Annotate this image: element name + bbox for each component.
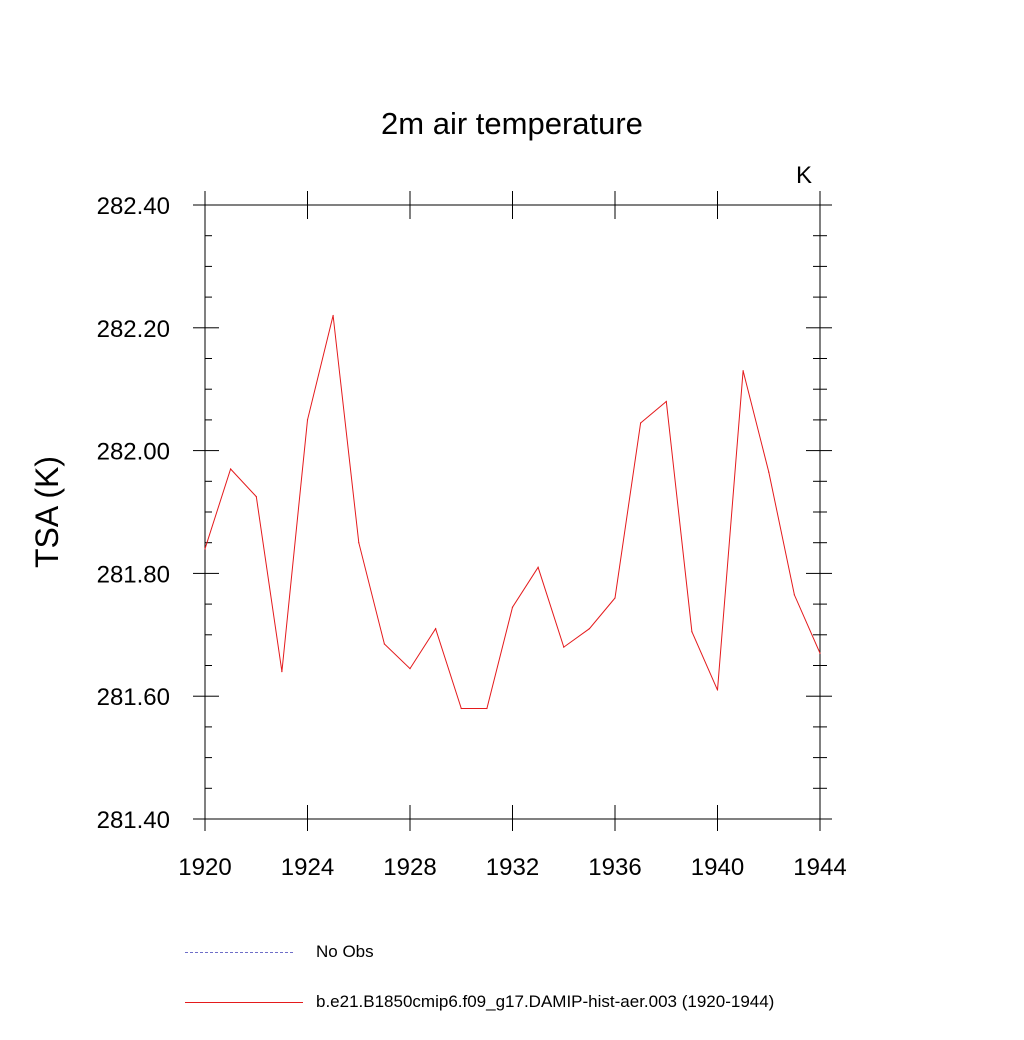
data-point xyxy=(281,671,283,673)
series-layer xyxy=(204,314,821,710)
data-point xyxy=(486,707,488,710)
x-tick-label: 1924 xyxy=(281,854,334,881)
y-tick-label: 282.20 xyxy=(97,316,170,343)
y-tick-label: 282.40 xyxy=(97,193,170,220)
axis-ticks xyxy=(193,191,832,831)
data-point xyxy=(230,468,232,470)
data-point xyxy=(460,707,462,710)
data-point xyxy=(409,667,411,670)
data-point xyxy=(306,419,309,421)
plot-frame xyxy=(204,204,821,820)
y-tick-label: 282.00 xyxy=(97,439,170,466)
data-point xyxy=(358,542,360,544)
tick-labels: 1920 1924 1928 1932 1936 1940 1944 281.40 281.60… xyxy=(97,193,847,881)
legend-item-model: b.e21.B1850cmip6.f09_g17.DAMIP-hist-aer.… xyxy=(185,990,985,1040)
data-point xyxy=(665,400,667,403)
y-tick-label: 281.80 xyxy=(97,561,170,588)
data-point xyxy=(588,628,590,630)
data-point xyxy=(255,496,257,498)
legend-swatch-dashed xyxy=(185,952,293,953)
legend-swatch-solid xyxy=(185,1002,303,1003)
legend-item-no-obs: No Obs xyxy=(185,940,985,990)
data-point xyxy=(511,606,514,608)
data-point xyxy=(537,566,539,568)
data-point xyxy=(793,594,795,596)
legend-label: No Obs xyxy=(316,942,374,961)
data-point xyxy=(768,471,770,473)
x-tick-label: 1936 xyxy=(588,854,641,881)
y-tick-label: 281.40 xyxy=(97,807,170,834)
data-point xyxy=(383,643,385,645)
series-line xyxy=(204,315,821,709)
data-point xyxy=(691,631,693,633)
x-tick-label: 1928 xyxy=(383,854,436,881)
x-tick-label: 1932 xyxy=(486,854,539,881)
chart-title: 2m air temperature xyxy=(381,106,643,141)
data-point xyxy=(640,422,642,424)
data-point xyxy=(563,646,565,648)
data-point xyxy=(716,689,719,691)
units-label: K xyxy=(796,162,813,189)
data-point xyxy=(819,652,821,654)
y-axis-label: TSA (K) xyxy=(29,456,65,568)
y-tick-label: 281.60 xyxy=(97,684,170,711)
x-tick-label: 1940 xyxy=(691,854,744,881)
legend: No Obs b.e21.B1850cmip6.f09_g17.DAMIP-hi… xyxy=(185,940,985,1040)
x-tick-label: 1920 xyxy=(178,854,231,881)
x-tick-label: 1944 xyxy=(793,854,846,881)
data-point xyxy=(435,628,437,630)
data-point xyxy=(204,548,206,550)
data-point xyxy=(614,597,616,599)
data-point xyxy=(742,370,744,372)
data-point xyxy=(332,314,334,317)
legend-label: b.e21.B1850cmip6.f09_g17.DAMIP-hist-aer.… xyxy=(316,992,775,1011)
